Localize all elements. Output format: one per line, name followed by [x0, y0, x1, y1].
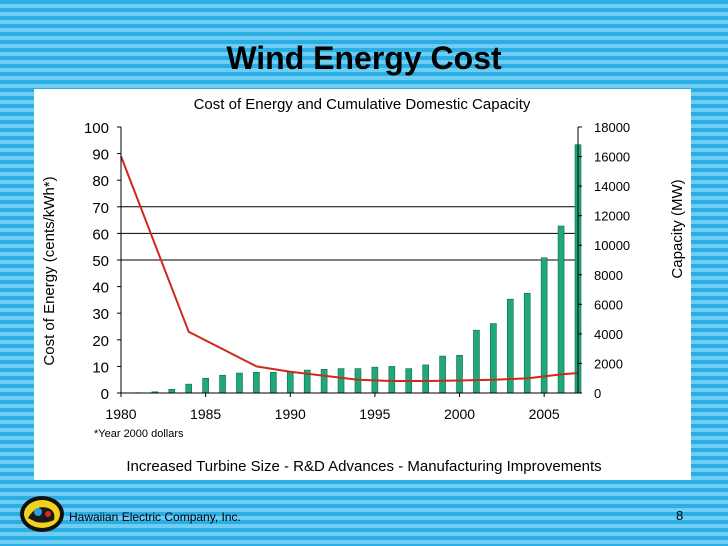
- y-tick-label-left: 70: [92, 200, 109, 217]
- gridlines: [121, 206, 578, 261]
- capacity-bar: [185, 383, 193, 394]
- tick-labels: 0 10 20 30 40 50 60 70 80 90 100 0 2000 4000 6000 8000 1…: [84, 120, 630, 422]
- capacity-bar: [337, 368, 345, 394]
- y-tick-label-right: 18000: [594, 120, 630, 135]
- y-tick-label-right: 4000: [594, 327, 623, 342]
- y-tick-label-right: 0: [594, 386, 601, 401]
- y-tick-label-left: 90: [92, 147, 109, 164]
- y-tick-label-right: 12000: [594, 209, 630, 224]
- capacity-bar: [557, 225, 565, 394]
- x-tick-label: 1980: [105, 406, 136, 422]
- capacity-bar: [439, 355, 446, 394]
- y-tick-label-left: 30: [92, 306, 109, 323]
- y-tick-label-right: 8000: [594, 268, 623, 283]
- capacity-bar: [473, 329, 480, 394]
- y-tick-label-right: 10000: [594, 238, 630, 253]
- capacity-bar: [320, 369, 328, 394]
- capacity-bar: [168, 389, 176, 394]
- y-tick-label-right: 14000: [594, 179, 630, 194]
- x-tick-label: 1995: [359, 406, 390, 422]
- chart-subtitle: Increased Turbine Size - R&D Advances - …: [126, 458, 601, 475]
- capacity-bar: [286, 371, 294, 394]
- y-tick-label-left: 60: [92, 226, 109, 243]
- y-tick-label-left: 20: [92, 333, 109, 350]
- axes: [117, 126, 582, 397]
- capacity-bar: [354, 368, 362, 394]
- y-tick-label-left: 50: [92, 253, 109, 270]
- y-tick-label-left: 100: [84, 120, 109, 137]
- y-axis-label-left: Cost of Energy (cents/kWh*): [41, 176, 58, 365]
- capacity-bar: [253, 372, 260, 394]
- combo-chart: Cost of Energy and Cumulative Domestic C…: [41, 96, 686, 475]
- capacity-bar: [270, 372, 277, 394]
- y-tick-label-left: 80: [92, 173, 109, 190]
- company-name: Hawaiian Electric Company, Inc.: [69, 510, 241, 524]
- cost-line-layer: [120, 155, 579, 383]
- x-tick-label: 1985: [190, 406, 221, 422]
- y-tick-label-left: 0: [101, 386, 109, 403]
- y-tick-label-right: 16000: [594, 150, 630, 165]
- x-tick-label: 1990: [275, 406, 306, 422]
- capacity-bar: [219, 374, 226, 394]
- company-logo: [20, 496, 64, 532]
- x-tick-label: 2005: [529, 406, 560, 422]
- page-number: 8: [676, 508, 684, 523]
- capacity-bar: [236, 372, 243, 394]
- y-tick-label-right: 6000: [594, 297, 623, 312]
- chart-footnote: *Year 2000 dollars: [94, 428, 184, 440]
- capacity-bar: [490, 323, 497, 394]
- y-tick-label-left: 10: [92, 359, 109, 376]
- capacity-bars: [134, 144, 582, 394]
- capacity-bar: [422, 364, 429, 394]
- slide-title: Wind Energy Cost: [226, 40, 502, 76]
- capacity-bar: [540, 257, 548, 394]
- capacity-bar: [202, 377, 209, 394]
- capacity-bar: [456, 355, 463, 394]
- y-axis-label-right: Capacity (MW): [669, 179, 686, 278]
- capacity-bar: [388, 366, 396, 394]
- y-tick-label-left: 40: [92, 280, 109, 297]
- chart-title: Cost of Energy and Cumulative Domestic C…: [194, 96, 531, 113]
- chart-panel: Cost of Energy and Cumulative Domestic C…: [34, 89, 691, 480]
- cost-line: [120, 155, 579, 383]
- x-tick-label: 2000: [444, 406, 475, 422]
- y-tick-label-right: 2000: [594, 356, 623, 371]
